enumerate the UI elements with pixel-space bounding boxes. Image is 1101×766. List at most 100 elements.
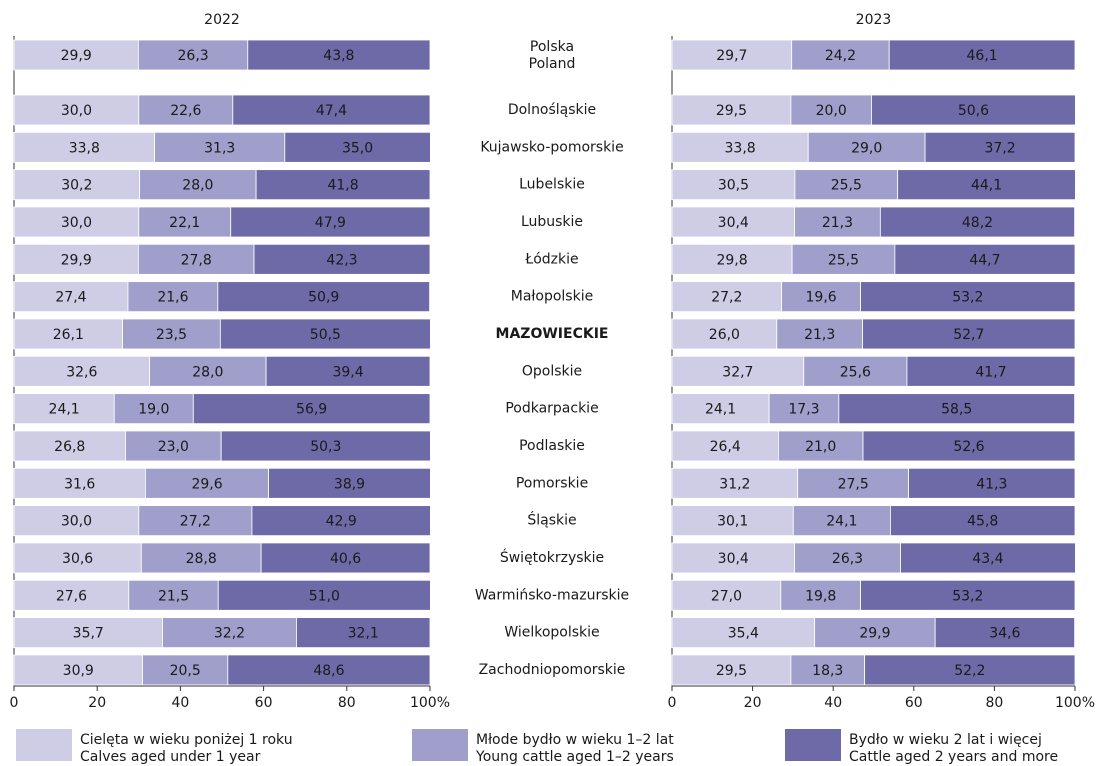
category-label: Wielkopolskie <box>504 625 599 641</box>
bar-segment <box>671 393 770 425</box>
bar-segment <box>671 617 816 649</box>
bar-segment <box>13 542 142 574</box>
bar-segment <box>13 505 140 537</box>
bar-segment <box>138 206 232 238</box>
value-label: 37,2 <box>984 140 1015 156</box>
legend-swatch <box>16 729 72 761</box>
value-label: 26,4 <box>710 439 741 455</box>
category-label: MAZOWIECKIE <box>496 326 609 342</box>
category-label: Małopolskie <box>511 289 593 305</box>
bar-segment <box>934 617 1075 649</box>
value-label: 29,9 <box>61 252 92 268</box>
category-label: Pomorskie <box>516 475 588 491</box>
value-label: 31,3 <box>204 140 235 156</box>
value-label: 51,0 <box>309 588 340 604</box>
value-label: 32,7 <box>722 364 753 380</box>
value-label: 30,1 <box>717 514 748 530</box>
value-label: 24,1 <box>705 402 736 418</box>
value-label: 21,5 <box>158 588 189 604</box>
value-label: 31,6 <box>64 476 95 492</box>
bar-segment <box>794 169 899 201</box>
value-label: 29,0 <box>851 140 882 156</box>
x-tick-label: 60 <box>905 695 923 711</box>
category-label: Kujawsko-pomorskie <box>480 139 623 155</box>
value-label: 25,5 <box>831 178 862 194</box>
bar-segment <box>13 206 140 238</box>
value-label: 22,1 <box>169 215 200 231</box>
category-label: Zachodniopomorskie <box>479 662 626 678</box>
category-label: Świętokrzyskie <box>500 548 604 566</box>
bar-segment <box>871 94 1076 126</box>
value-label: 34,6 <box>989 626 1020 642</box>
value-label: 44,7 <box>969 252 1000 268</box>
bar-segment <box>162 617 297 649</box>
category-label: Opolskie <box>522 363 582 379</box>
value-label: 21,6 <box>157 290 188 306</box>
bar-segment <box>790 94 872 126</box>
value-label: 18,3 <box>812 663 843 679</box>
bar-segment <box>906 355 1076 387</box>
category-label: Warmińsko-mazurskie <box>475 587 629 603</box>
value-label: 30,9 <box>63 663 94 679</box>
value-label: 35,7 <box>73 626 104 642</box>
value-label: 17,3 <box>788 402 819 418</box>
bar-segment <box>128 579 219 611</box>
value-label: 38,9 <box>334 476 365 492</box>
value-label: 27,8 <box>181 252 212 268</box>
bar-segment <box>908 467 1076 499</box>
value-label: 27,2 <box>180 514 211 530</box>
value-label: 46,1 <box>967 48 998 64</box>
bar-segment <box>217 579 431 611</box>
bar-segment <box>671 131 809 163</box>
value-label: 47,4 <box>316 103 347 119</box>
bar-segment <box>671 169 796 201</box>
value-label: 30,5 <box>718 178 749 194</box>
bar-segment <box>860 579 1076 611</box>
category-label: Podkarpackie <box>505 401 598 417</box>
legend-label-en: Young cattle aged 1–2 years <box>475 749 674 765</box>
value-label: 26,3 <box>178 48 209 64</box>
value-label: 39,4 <box>332 364 363 380</box>
value-label: 45,8 <box>967 514 998 530</box>
x-tick-label: 0 <box>10 695 19 711</box>
x-tick-label: 40 <box>824 695 842 711</box>
bar-segment <box>260 542 431 574</box>
bar-segment <box>255 169 431 201</box>
value-label: 50,9 <box>308 290 339 306</box>
value-label: 23,0 <box>158 439 189 455</box>
value-label: 40,6 <box>330 551 361 567</box>
bar-segment <box>192 393 431 425</box>
bar-segment <box>13 355 151 387</box>
value-label: 35,4 <box>728 626 759 642</box>
bar-segment <box>247 39 431 71</box>
x-tick-label: 0 <box>668 695 677 711</box>
value-label: 58,5 <box>941 402 972 418</box>
value-label: 19,8 <box>805 588 836 604</box>
bar-segment <box>13 243 139 275</box>
bar-segment <box>671 355 805 387</box>
value-label: 27,4 <box>55 290 86 306</box>
value-label: 48,6 <box>313 663 344 679</box>
bar-segment <box>671 94 792 126</box>
bar-segment <box>13 318 123 350</box>
bar-segment <box>13 39 139 71</box>
bar-segment <box>894 243 1076 275</box>
value-label: 44,1 <box>971 178 1002 194</box>
bar-segment <box>838 393 1075 425</box>
legend-swatch <box>785 729 841 761</box>
bar-segment <box>777 430 864 462</box>
value-label: 32,6 <box>66 364 97 380</box>
bar-segment <box>890 505 1076 537</box>
bar-segment <box>265 355 431 387</box>
value-label: 42,3 <box>326 252 357 268</box>
bar-segment <box>807 131 926 163</box>
value-label: 47,9 <box>315 215 346 231</box>
value-label: 43,8 <box>323 48 354 64</box>
bar-segment <box>862 430 1076 462</box>
value-label: 33,8 <box>725 140 756 156</box>
bar-segment <box>251 505 431 537</box>
value-label: 21,3 <box>822 215 853 231</box>
value-label: 42,9 <box>326 514 357 530</box>
bar-segment <box>671 505 794 537</box>
value-label: 30,0 <box>61 514 92 530</box>
